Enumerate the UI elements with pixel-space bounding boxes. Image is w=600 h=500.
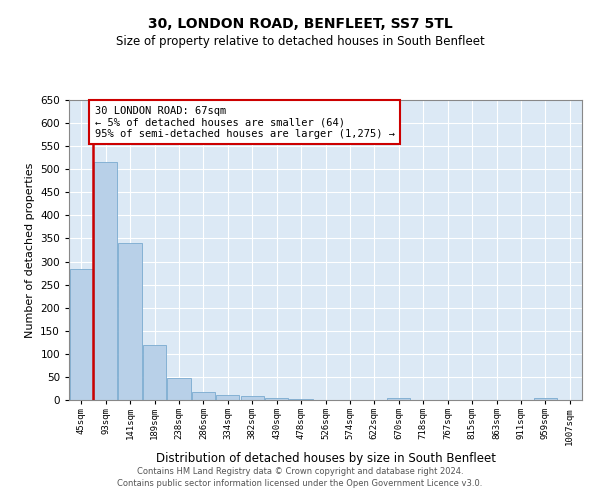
Bar [289,399,313,400]
X-axis label: Distribution of detached houses by size in South Benfleet: Distribution of detached houses by size … [155,452,496,464]
Bar [534,398,557,400]
Bar [241,396,264,400]
Y-axis label: Number of detached properties: Number of detached properties [25,162,35,338]
Text: 30 LONDON ROAD: 67sqm
← 5% of detached houses are smaller (64)
95% of semi-detac: 30 LONDON ROAD: 67sqm ← 5% of detached h… [95,106,395,138]
Bar [143,344,166,400]
Bar [94,162,117,400]
Text: Contains public sector information licensed under the Open Government Licence v3: Contains public sector information licen… [118,478,482,488]
Text: 30, LONDON ROAD, BENFLEET, SS7 5TL: 30, LONDON ROAD, BENFLEET, SS7 5TL [148,18,452,32]
Bar [387,398,410,400]
Bar [265,398,288,400]
Bar [70,270,93,400]
Text: Size of property relative to detached houses in South Benfleet: Size of property relative to detached ho… [116,35,484,48]
Bar [167,378,191,400]
Bar [192,392,215,400]
Bar [216,395,239,400]
Bar [118,243,142,400]
Text: Contains HM Land Registry data © Crown copyright and database right 2024.: Contains HM Land Registry data © Crown c… [137,467,463,476]
